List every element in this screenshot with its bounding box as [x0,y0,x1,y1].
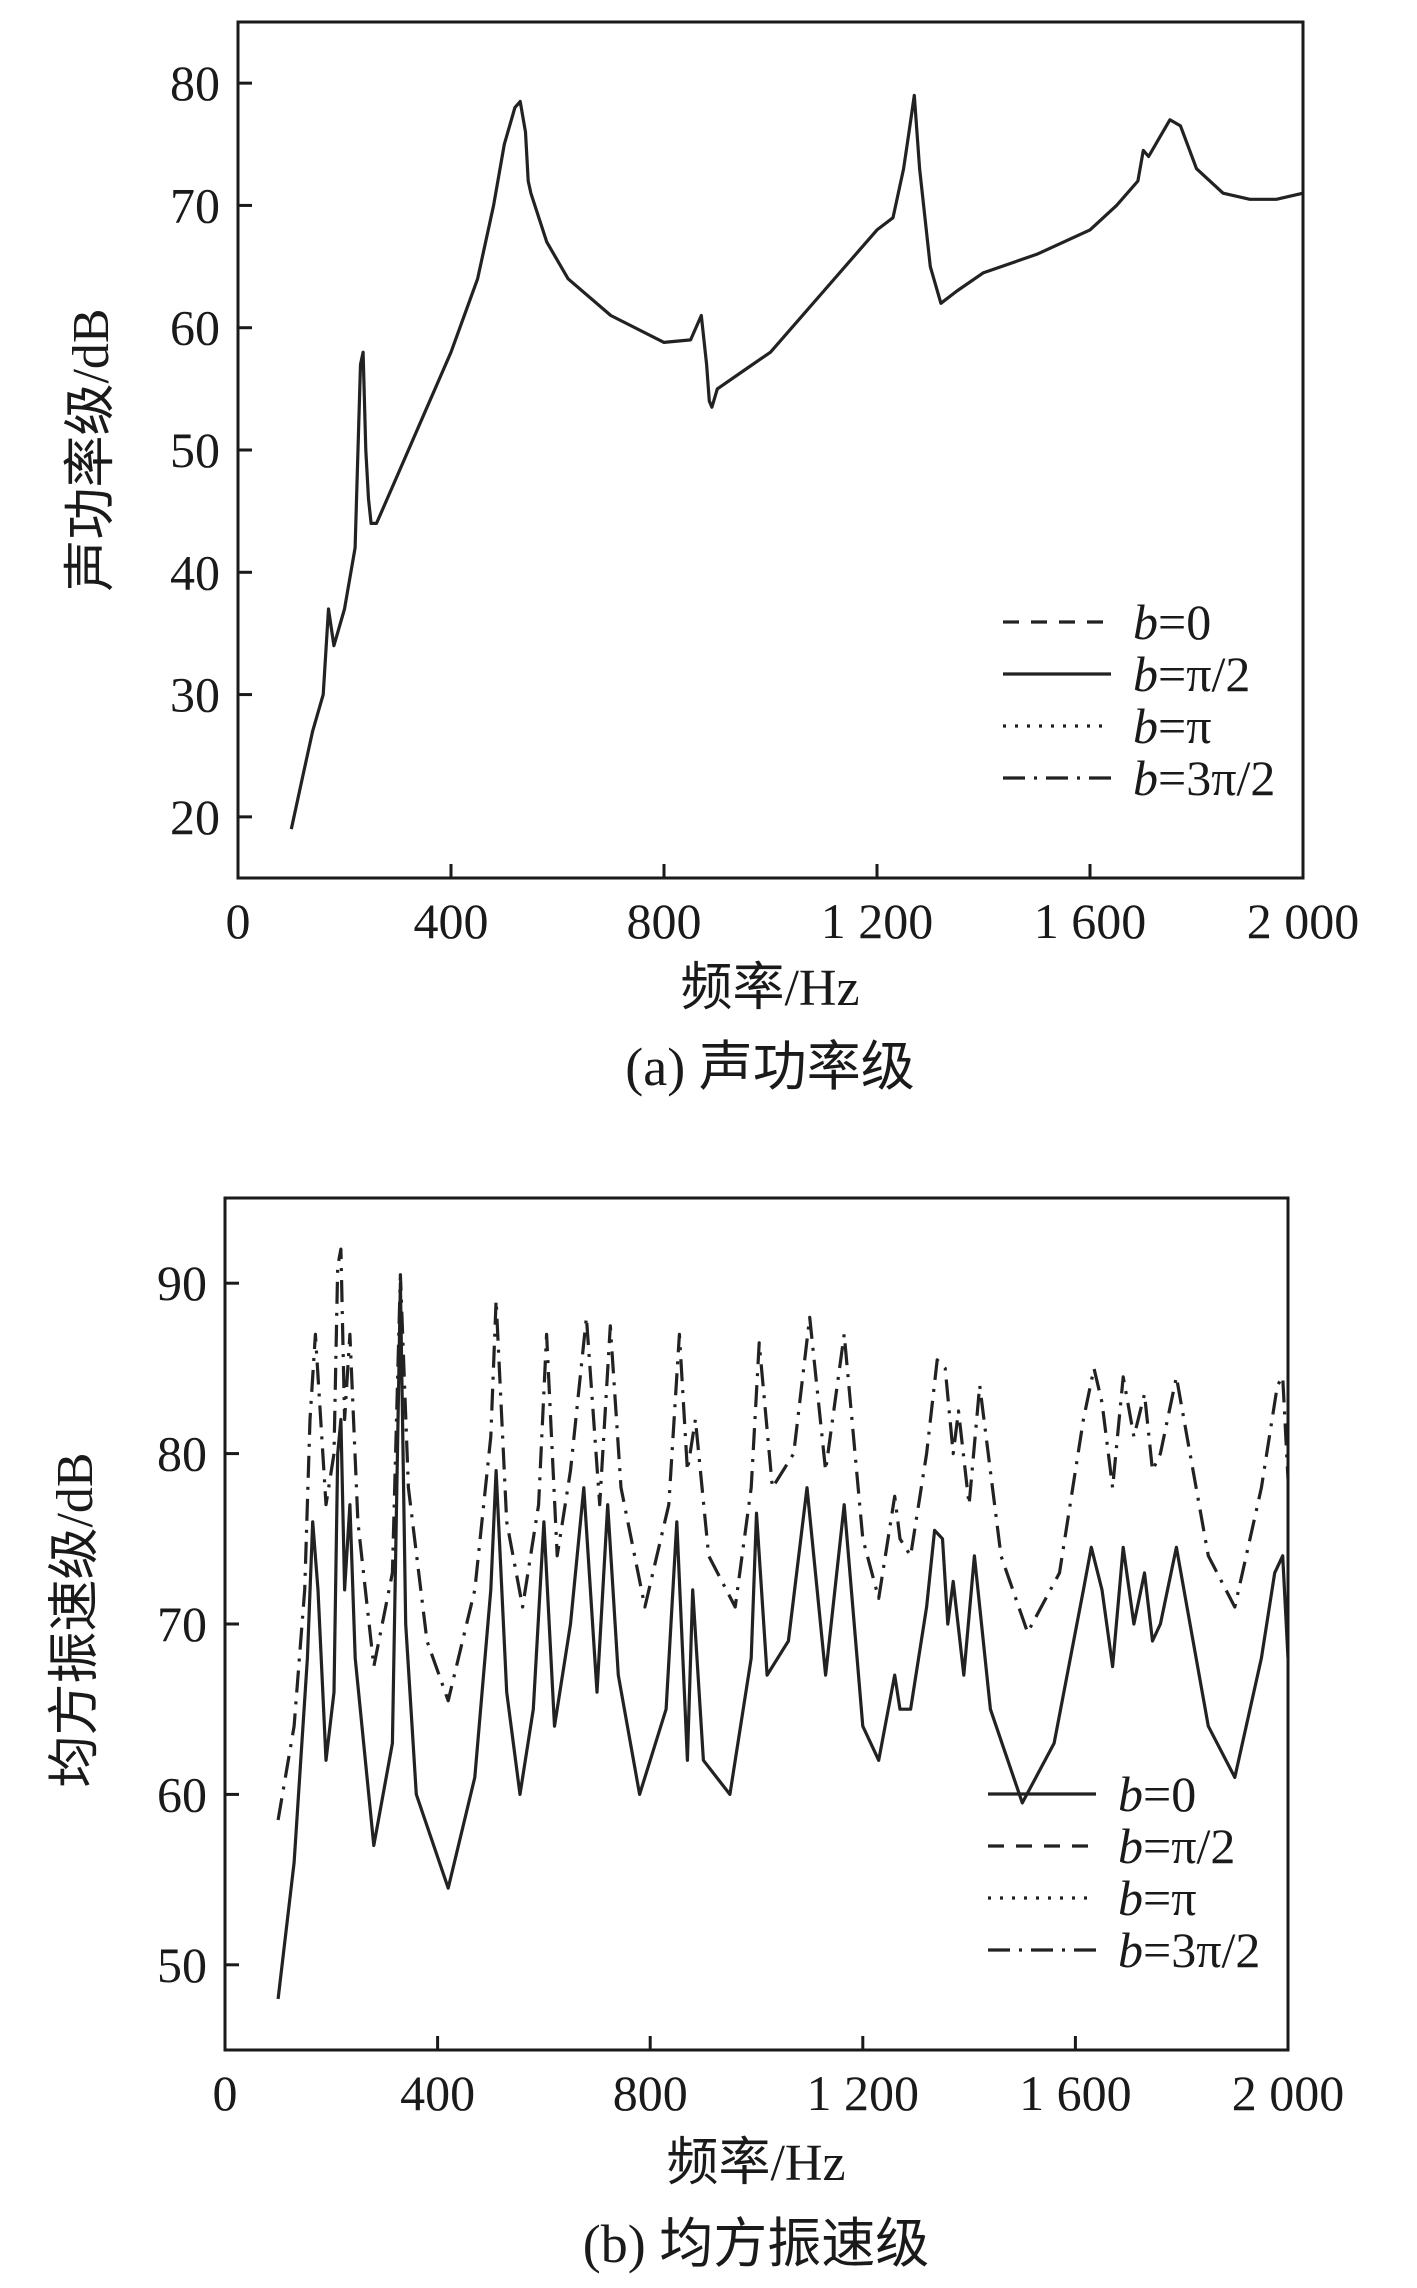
chart-a-legend: b=0b=π/2b=πb=3π/2 [1003,594,1275,806]
chart-b-legend: b=0b=π/2b=πb=3π/2 [988,1766,1260,1978]
b-y-tick-label: 70 [157,1596,207,1652]
a-x-tick-label: 800 [627,893,702,949]
a-series-line-0 [289,93,1304,830]
chart-a-x-axis: 0 400 800 1 200 1 600 2 000 [226,864,1360,949]
b-y-tick-label: 80 [157,1426,207,1482]
chart-a-y-axis: 20 30 40 50 60 70 80 [170,55,252,845]
chart-a-caption: (a) 声功率级 [625,1037,914,1097]
b-legend-label: b=0 [1118,1766,1196,1822]
chart-b-x-axis-title: 频率/Hz [666,2135,845,2192]
b-legend-label: b=3π/2 [1118,1922,1260,1978]
b-legend-label: b=π [1118,1870,1196,1926]
a-x-tick-label: 1 200 [821,893,934,949]
a-y-tick-label: 50 [170,422,220,478]
b-y-tick-label: 90 [157,1255,207,1311]
b-x-tick-label: 800 [613,2065,688,2121]
a-legend-label: b=3π/2 [1133,750,1275,806]
b-y-tick-label: 60 [157,1766,207,1822]
b-series-line-0 [276,1281,1290,2000]
chart-a-y-axis-title: 声功率级/dB [63,308,120,591]
a-legend-label: b=0 [1133,594,1211,650]
a-x-tick-label: 1 600 [1034,893,1147,949]
chart-b-y-axis-title: 均方振速级/dB [47,1452,104,1787]
a-y-tick-label: 30 [170,667,220,723]
a-y-tick-label: 60 [170,300,220,356]
chart-b-series-group [276,1247,1290,2000]
b-x-tick-label: 1 200 [807,2065,920,2121]
a-legend-label: b=π [1133,698,1211,754]
a-y-tick-label: 40 [170,544,220,600]
b-y-tick-label: 50 [157,1937,207,1993]
a-y-tick-label: 80 [170,55,220,111]
b-x-tick-label: 400 [400,2065,475,2121]
a-x-tick-label: 0 [226,893,251,949]
chart-b-y-axis: 50 60 70 80 90 [157,1255,239,1993]
b-series-line-1 [276,1247,1290,1821]
a-x-tick-label: 400 [414,893,489,949]
chart-a-series-group [289,93,1304,830]
a-legend-label: b=π/2 [1133,646,1250,702]
b-x-tick-label: 2 000 [1232,2065,1345,2121]
a-y-tick-label: 20 [170,789,220,845]
chart-sound-power-level: 0 400 800 1 200 1 600 2 000 20 30 40 50 60 70 80 b=… [63,20,1360,1097]
chart-b-caption: (b) 均方振速级 [583,2214,929,2274]
a-y-tick-label: 70 [170,177,220,233]
a-x-tick-label: 2 000 [1247,893,1360,949]
chart-a-x-axis-title: 频率/Hz [680,960,859,1017]
b-x-tick-label: 1 600 [1019,2065,1132,2121]
b-x-tick-label: 0 [213,2065,238,2121]
b-legend-label: b=π/2 [1118,1818,1235,1874]
chart-b-x-axis: 0 400 800 1 200 1 600 2 000 [213,2036,1345,2121]
